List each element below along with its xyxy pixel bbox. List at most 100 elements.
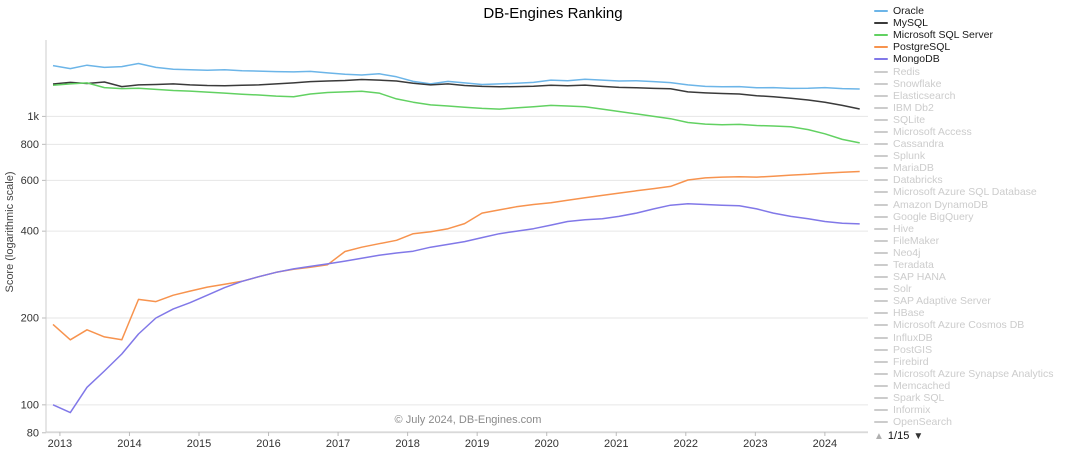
series-line-mongodb bbox=[52, 202, 860, 414]
legend-swatch bbox=[874, 46, 888, 49]
legend-swatch bbox=[874, 94, 888, 97]
legend-item-informix[interactable]: Informix bbox=[874, 404, 1054, 416]
legend-item-snowflake[interactable]: Snowflake bbox=[874, 78, 1054, 90]
legend-swatch bbox=[874, 384, 888, 387]
legend-item-cassandra[interactable]: Cassandra bbox=[874, 138, 1054, 150]
legend-swatch bbox=[874, 239, 888, 242]
legend-label: Solr bbox=[893, 283, 912, 296]
legend-swatch bbox=[874, 276, 888, 279]
legend-item-sqlite[interactable]: SQLite bbox=[874, 114, 1054, 126]
legend-label: PostgreSQL bbox=[893, 41, 951, 54]
legend-label: SAP HANA bbox=[893, 271, 946, 284]
legend-label: Oracle bbox=[893, 5, 924, 18]
page-down-icon[interactable]: ▼ bbox=[913, 430, 924, 442]
legend-swatch bbox=[874, 70, 888, 73]
legend-item-microsoft-sql-server[interactable]: Microsoft SQL Server bbox=[874, 29, 1054, 41]
x-tick-label: 2013 bbox=[48, 438, 72, 450]
legend-item-neo4j[interactable]: Neo4j bbox=[874, 247, 1054, 259]
legend-item-filemaker[interactable]: FileMaker bbox=[874, 235, 1054, 247]
legend-label: Google BigQuery bbox=[893, 210, 974, 223]
legend-item-microsoft-azure-sql-database[interactable]: Microsoft Azure SQL Database bbox=[874, 186, 1054, 198]
legend-swatch bbox=[874, 106, 888, 109]
x-tick-label: 2022 bbox=[674, 438, 698, 450]
legend-swatch bbox=[874, 264, 888, 267]
legend-item-mysql[interactable]: MySQL bbox=[874, 17, 1054, 29]
y-tick-label: 600 bbox=[21, 175, 39, 187]
legend-item-hbase[interactable]: HBase bbox=[874, 307, 1054, 319]
y-tick-label: 200 bbox=[21, 312, 39, 324]
legend-label: Spark SQL bbox=[893, 392, 945, 405]
legend-label: Microsoft Azure SQL Database bbox=[893, 186, 1037, 199]
legend-swatch bbox=[874, 34, 888, 37]
legend-label: PostGIS bbox=[893, 343, 933, 356]
x-tick-label: 2015 bbox=[187, 438, 211, 450]
series-line-microsoft-sql-server bbox=[52, 82, 860, 144]
legend-item-solr[interactable]: Solr bbox=[874, 283, 1054, 295]
legend-swatch bbox=[874, 167, 888, 170]
legend-label: IBM Db2 bbox=[893, 101, 934, 114]
legend-item-memcached[interactable]: Memcached bbox=[874, 380, 1054, 392]
x-tick-label: 2021 bbox=[604, 438, 628, 450]
legend-label: Microsoft Access bbox=[893, 125, 972, 138]
legend-item-firebird[interactable]: Firebird bbox=[874, 356, 1054, 368]
legend-item-ibm-db2[interactable]: IBM Db2 bbox=[874, 102, 1054, 114]
legend-swatch bbox=[874, 409, 888, 412]
series-line-oracle bbox=[52, 62, 860, 90]
legend-label: SAP Adaptive Server bbox=[893, 295, 991, 308]
legend-item-elasticsearch[interactable]: Elasticsearch bbox=[874, 90, 1054, 102]
legend-swatch bbox=[874, 372, 888, 375]
y-axis-title: Score (logarithmic scale) bbox=[4, 171, 16, 293]
legend-swatch bbox=[874, 58, 888, 61]
legend-item-splunk[interactable]: Splunk bbox=[874, 150, 1054, 162]
legend-swatch bbox=[874, 22, 888, 25]
legend-item-hive[interactable]: Hive bbox=[874, 223, 1054, 235]
legend-label: Neo4j bbox=[893, 246, 921, 259]
legend-label: InfluxDB bbox=[893, 331, 933, 344]
legend-swatch bbox=[874, 360, 888, 363]
x-tick-label: 2018 bbox=[395, 438, 419, 450]
legend-swatch bbox=[874, 251, 888, 254]
y-tick-label: 800 bbox=[21, 139, 39, 151]
legend-swatch bbox=[874, 143, 888, 146]
page-up-icon[interactable]: ▲ bbox=[874, 430, 884, 442]
legend-item-sap-adaptive-server[interactable]: SAP Adaptive Server bbox=[874, 295, 1054, 307]
legend-pagination: ▲ 1/15 ▼ bbox=[874, 430, 923, 442]
legend-swatch bbox=[874, 324, 888, 327]
legend-item-microsoft-azure-synapse-analytics[interactable]: Microsoft Azure Synapse Analytics bbox=[874, 368, 1054, 380]
legend-item-microsoft-access[interactable]: Microsoft Access bbox=[874, 126, 1054, 138]
legend-item-databricks[interactable]: Databricks bbox=[874, 174, 1054, 186]
legend-item-amazon-dynamodb[interactable]: Amazon DynamoDB bbox=[874, 199, 1054, 211]
legend-item-spark-sql[interactable]: Spark SQL bbox=[874, 392, 1054, 404]
legend-item-opensearch[interactable]: OpenSearch bbox=[874, 416, 1054, 428]
legend-swatch bbox=[874, 118, 888, 121]
x-tick-label: 2024 bbox=[813, 438, 837, 450]
legend-swatch bbox=[874, 227, 888, 230]
y-tick-label: 80 bbox=[27, 427, 39, 439]
legend-item-postgresql[interactable]: PostgreSQL bbox=[874, 41, 1054, 53]
chart-svg: 1k 800 600 400 200 100 80 2013 2014 2015 2016 2017 2… bbox=[21, 40, 868, 450]
legend-item-oracle[interactable]: Oracle bbox=[874, 5, 1054, 17]
legend-label: Teradata bbox=[893, 259, 934, 272]
legend-item-mongodb[interactable]: MongoDB bbox=[874, 53, 1054, 65]
x-tick-label: 2017 bbox=[326, 438, 350, 450]
legend-swatch bbox=[874, 300, 888, 303]
legend-label: Databricks bbox=[893, 174, 943, 187]
legend-item-microsoft-azure-cosmos-db[interactable]: Microsoft Azure Cosmos DB bbox=[874, 319, 1054, 331]
x-tick-label: 2019 bbox=[465, 438, 489, 450]
series-line-mysql bbox=[52, 78, 860, 110]
legend-swatch bbox=[874, 82, 888, 85]
legend-swatch bbox=[874, 203, 888, 206]
legend-item-teradata[interactable]: Teradata bbox=[874, 259, 1054, 271]
legend-label: OpenSearch bbox=[893, 416, 952, 429]
y-tick-label: 1k bbox=[27, 111, 39, 123]
legend-item-sap-hana[interactable]: SAP HANA bbox=[874, 271, 1054, 283]
x-tick-label: 2023 bbox=[743, 438, 767, 450]
legend-item-redis[interactable]: Redis bbox=[874, 65, 1054, 78]
legend-item-postgis[interactable]: PostGIS bbox=[874, 344, 1054, 356]
legend-swatch bbox=[874, 191, 888, 194]
legend-label: Microsoft Azure Synapse Analytics bbox=[893, 367, 1054, 380]
legend-item-google-bigquery[interactable]: Google BigQuery bbox=[874, 211, 1054, 223]
legend-item-influxdb[interactable]: InfluxDB bbox=[874, 332, 1054, 344]
legend-item-mariadb[interactable]: MariaDB bbox=[874, 162, 1054, 174]
